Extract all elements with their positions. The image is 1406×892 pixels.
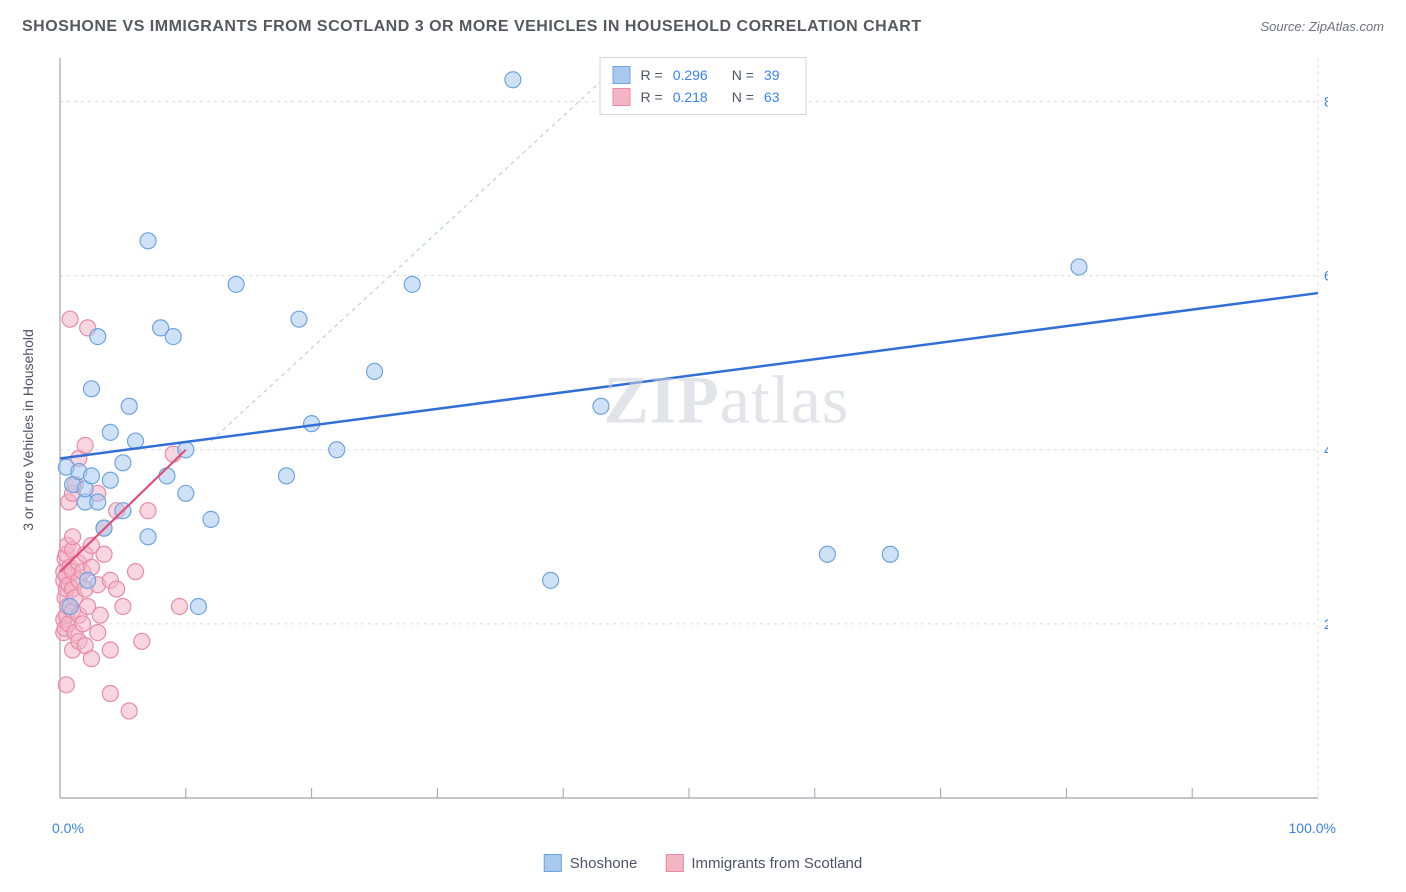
svg-text:40.0%: 40.0% [1324, 442, 1328, 458]
r-value-scotland: 0.218 [673, 89, 708, 105]
r-label: R = [641, 89, 663, 105]
r-label: R = [641, 67, 663, 83]
chart-area: 20.0%40.0%60.0%80.0% ZIPatlas 0.0% 100.0… [48, 50, 1328, 810]
n-value-scotland: 63 [764, 89, 780, 105]
legend-swatch-icon [665, 854, 683, 872]
legend-swatch-scotland [613, 88, 631, 106]
legend-swatch-icon [544, 854, 562, 872]
r-value-shoshone: 0.296 [673, 67, 708, 83]
y-axis-label: 3 or more Vehicles in Household [20, 329, 36, 531]
legend-label-scotland: Immigrants from Scotland [691, 855, 862, 872]
legend-row-shoshone: R = 0.296 N = 39 [613, 64, 794, 86]
series-legend: Shoshone Immigrants from Scotland [544, 854, 862, 872]
legend-row-scotland: R = 0.218 N = 63 [613, 86, 794, 108]
legend-item-shoshone: Shoshone [544, 854, 638, 872]
x-tick-0: 0.0% [52, 820, 84, 836]
n-label: N = [732, 67, 754, 83]
legend-label-shoshone: Shoshone [570, 855, 638, 872]
scatter-plot-svg: 20.0% 40.0% 60.0% 80.0% [48, 50, 1328, 810]
chart-title: SHOSHONE VS IMMIGRANTS FROM SCOTLAND 3 O… [22, 18, 922, 36]
legend-swatch-shoshone [613, 66, 631, 84]
svg-text:20.0%: 20.0% [1324, 616, 1328, 632]
x-tick-100: 100.0% [1289, 820, 1336, 836]
source-label: Source: ZipAtlas.com [1260, 19, 1384, 34]
n-label: N = [732, 89, 754, 105]
legend-item-scotland: Immigrants from Scotland [665, 854, 862, 872]
correlation-legend: R = 0.296 N = 39 R = 0.218 N = 63 [600, 57, 807, 115]
svg-text:60.0%: 60.0% [1324, 268, 1328, 284]
svg-text:80.0%: 80.0% [1324, 94, 1328, 110]
n-value-shoshone: 39 [764, 67, 780, 83]
